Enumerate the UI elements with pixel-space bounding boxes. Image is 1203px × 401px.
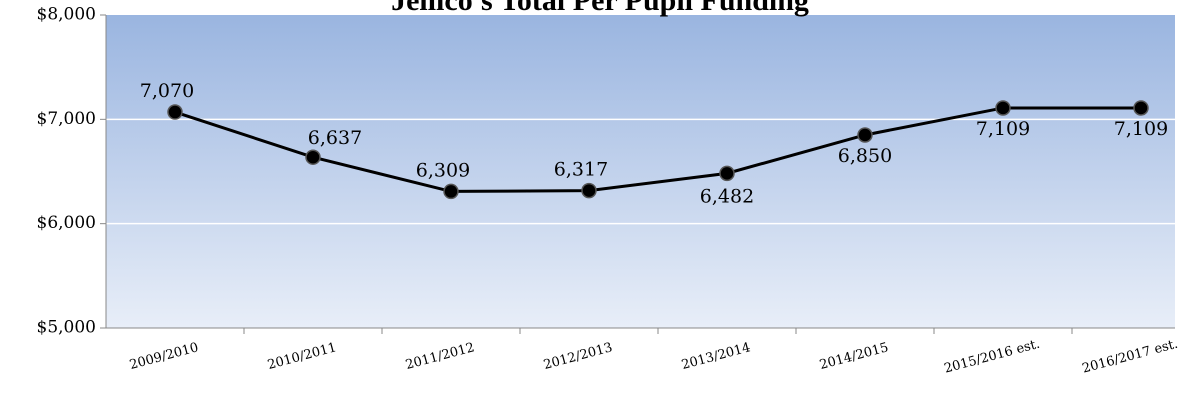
data-point xyxy=(719,165,735,182)
x-tick-label: 2011/2012 xyxy=(404,340,476,373)
y-tick-label: $7,000 xyxy=(37,109,96,129)
data-label: 6,482 xyxy=(700,185,754,207)
data-label: 7,109 xyxy=(976,118,1030,140)
x-tick-label: 2009/2010 xyxy=(128,340,200,373)
y-tick-label: $8,000 xyxy=(37,5,96,25)
data-point xyxy=(995,100,1011,116)
data-point xyxy=(443,183,459,200)
data-point xyxy=(1133,100,1149,116)
x-tick-label: 2016/2017 est. xyxy=(1081,337,1180,377)
data-point xyxy=(857,127,873,143)
data-label: 6,637 xyxy=(308,127,362,149)
data-label: 6,309 xyxy=(416,159,470,181)
plot-area xyxy=(106,15,1175,328)
x-tick-label: 2014/2015 xyxy=(818,340,890,373)
y-tick-label: $6,000 xyxy=(37,213,96,233)
chart-title: Jellico's Total Per Pupil Funding xyxy=(391,0,809,17)
x-tick-label: 2012/2013 xyxy=(542,340,614,373)
series-line xyxy=(174,106,1141,193)
data-point xyxy=(305,149,321,165)
data-label: 6,850 xyxy=(838,145,892,167)
data-point xyxy=(581,182,597,199)
x-tick-label: 2015/2016 est. xyxy=(943,337,1042,377)
x-tick-label: 2013/2014 xyxy=(680,340,752,373)
data-point xyxy=(167,104,183,120)
data-label: 7,109 xyxy=(1114,118,1168,140)
data-label: 7,070 xyxy=(140,80,194,102)
x-tick-label: 2010/2011 xyxy=(266,340,338,373)
y-tick-label: $5,000 xyxy=(37,318,96,338)
data-label: 6,317 xyxy=(554,159,608,181)
